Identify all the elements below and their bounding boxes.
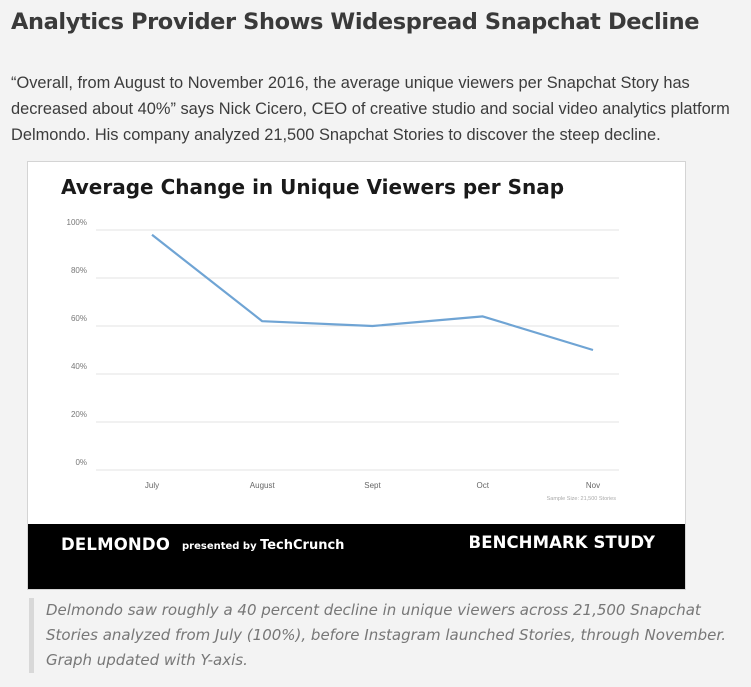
presented-by-label: presented by TechCrunch bbox=[182, 538, 344, 553]
y-tick-label: 100% bbox=[67, 218, 87, 227]
y-tick-label: 20% bbox=[71, 410, 87, 419]
chart-figure: Average Change in Unique Viewers per Sna… bbox=[27, 161, 686, 590]
presented-by-text: presented by bbox=[182, 541, 257, 552]
x-tick-label: July bbox=[145, 481, 159, 490]
techcrunch-logo: TechCrunch bbox=[260, 538, 345, 553]
series-line bbox=[151, 233, 594, 352]
y-tick-label: 60% bbox=[71, 314, 87, 323]
x-tick-label: Oct bbox=[477, 481, 490, 490]
article-headline: Analytics Provider Shows Widespread Snap… bbox=[11, 9, 700, 35]
x-tick-label: August bbox=[250, 481, 276, 490]
x-tick-label: Nov bbox=[586, 481, 600, 490]
article-lead-paragraph: “Overall, from August to November 2016, … bbox=[11, 74, 730, 144]
benchmark-study-label: BENCHMARK STUDY bbox=[468, 533, 655, 552]
sample-size-note: Sample Size: 21,500 Stories bbox=[547, 496, 617, 502]
delmondo-logo: DELMONDO bbox=[61, 535, 171, 554]
y-tick-label: 0% bbox=[75, 458, 87, 467]
chart-title: Average Change in Unique Viewers per Sna… bbox=[61, 175, 565, 199]
x-tick-label: Sept bbox=[364, 481, 381, 490]
figure-caption: Delmondo saw roughly a 40 percent declin… bbox=[29, 598, 729, 673]
line-chart: 0% 20% 40% 60% 80% 100% July August Sept Oct Nov Sa… bbox=[67, 218, 619, 502]
y-tick-label: 80% bbox=[71, 266, 87, 275]
chart-footer-bar: DELMONDO presented by TechCrunch BENCHMA… bbox=[28, 524, 685, 589]
y-tick-label: 40% bbox=[71, 362, 87, 371]
